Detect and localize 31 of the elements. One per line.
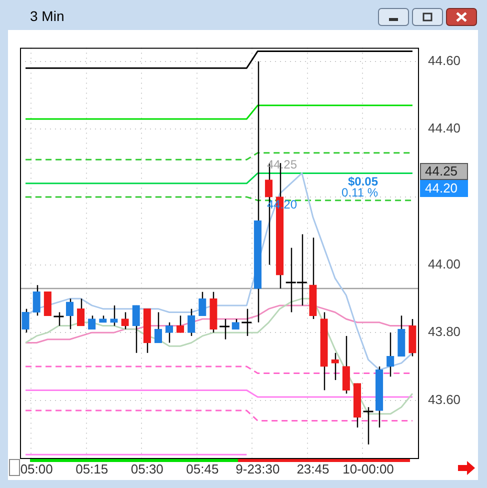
candlestick xyxy=(66,298,74,330)
x-tick-label: 05:30 xyxy=(130,461,164,476)
y-tick-label: 44.00 xyxy=(428,256,461,272)
chart-title: 3 Min xyxy=(30,8,64,24)
x-tick-label: 10-00:00 xyxy=(342,461,394,476)
y-tick-label: 43.60 xyxy=(428,392,461,407)
candlestick xyxy=(232,318,240,330)
candlestick xyxy=(342,335,350,394)
candlestick xyxy=(188,308,196,337)
x-tick-label: 05:45 xyxy=(186,461,219,476)
text: 44.25 xyxy=(425,164,458,179)
x-tick-label: 05:15 xyxy=(76,461,108,476)
x-tick-label: 23:45 xyxy=(296,461,330,476)
candlestick xyxy=(76,298,85,326)
candlestick xyxy=(331,352,339,381)
candlestick xyxy=(386,332,394,378)
y-tick-label: 43.80 xyxy=(428,324,461,340)
candlestick xyxy=(32,284,40,316)
candlestick xyxy=(121,312,129,330)
y-tick-label: 44.40 xyxy=(428,120,461,136)
candlestick xyxy=(176,315,184,334)
annotation: 44.25 xyxy=(267,157,298,172)
candlestick xyxy=(165,322,174,344)
x-tick-label: 05:00 xyxy=(20,461,53,476)
candlestick xyxy=(110,304,118,326)
candlestick xyxy=(154,312,162,344)
text: 44.20 xyxy=(425,180,458,196)
candlestick xyxy=(198,291,206,316)
x-tick-label: 9-23:30 xyxy=(236,461,280,476)
y-tick-label: 44.60 xyxy=(428,52,461,68)
candlestick xyxy=(132,304,140,354)
